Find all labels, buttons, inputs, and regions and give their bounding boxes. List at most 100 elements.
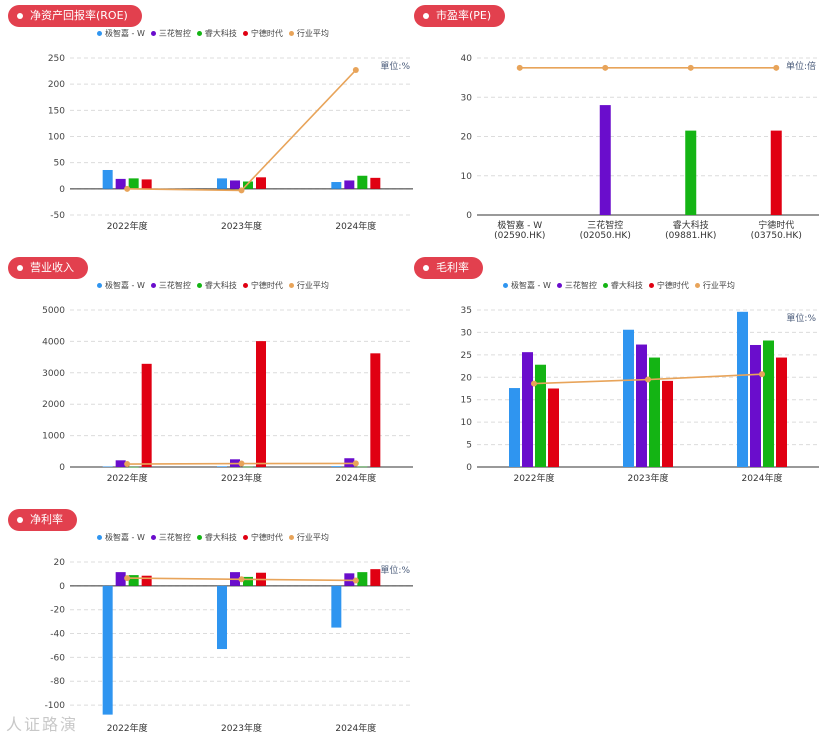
y-tick-label: 20 <box>461 373 473 383</box>
industry-average-point <box>238 187 245 194</box>
watermark: 人证路演 <box>6 715 79 734</box>
y-tick-label: 10 <box>461 172 473 182</box>
y-tick-label: 150 <box>48 106 65 116</box>
industry-average-point <box>124 461 131 468</box>
x-tick-label: 2023年度 <box>221 472 262 484</box>
bar <box>548 388 559 467</box>
industry-average-point <box>645 376 651 383</box>
industry-average-point <box>516 64 523 71</box>
legend-item[interactable]: 三花智控 <box>150 28 191 39</box>
legend-item[interactable]: 三花智控 <box>150 532 191 543</box>
legend-item[interactable]: 睿大科技 <box>196 28 237 39</box>
bar <box>331 585 342 628</box>
legend-item[interactable]: 三花智控 <box>150 280 191 291</box>
legend-item[interactable]: 行业平均 <box>288 28 329 39</box>
bar <box>141 179 152 189</box>
industry-average-point <box>531 380 537 387</box>
bar <box>599 105 611 215</box>
y-tick-label: 5 <box>466 441 472 451</box>
legend-dot-icon <box>288 535 294 540</box>
legend-item[interactable]: 行业平均 <box>288 532 329 543</box>
net-margin-chart: -100 -80 -60 -40 -20 0 20 單位:% 2022年度 2023年度 2024年… <box>45 558 413 734</box>
industry-average-point <box>124 185 131 192</box>
x-tick-label: 2023年度 <box>221 220 262 232</box>
legend-dot-icon <box>288 31 294 36</box>
legend-dot-icon <box>602 283 608 288</box>
bar <box>331 182 342 189</box>
legend-item[interactable]: 睿大科技 <box>196 532 237 543</box>
y-tick-label: -40 <box>50 630 65 640</box>
legend-item[interactable]: 宁德时代 <box>242 532 283 543</box>
industry-average-point <box>602 64 609 71</box>
bar <box>141 575 152 586</box>
legend-item[interactable]: 宁德时代 <box>242 28 283 39</box>
legend-item[interactable]: 极智嘉 - W <box>97 532 145 543</box>
unit-label: 單位:% <box>380 60 410 72</box>
legend-item[interactable]: 睿大科技 <box>602 280 643 291</box>
legend-dot-icon <box>242 31 248 36</box>
legend-dot-icon <box>503 283 508 288</box>
bar <box>370 177 381 189</box>
y-tick-label: 5000 <box>42 306 65 316</box>
bar <box>357 466 368 468</box>
bar <box>623 329 634 467</box>
bar <box>509 388 520 467</box>
net-margin-title-tag: 净利率 <box>8 509 77 531</box>
y-tick-label: 100 <box>48 133 65 143</box>
y-tick-label: 25 <box>461 351 472 361</box>
revenue-chart: 0 1000 2000 3000 4000 5000 2022年度 2023年度 2024年度 <box>42 306 413 484</box>
legend-dot-icon <box>150 535 156 540</box>
legend-dot-icon <box>694 283 700 288</box>
y-tick-label: 0 <box>59 582 65 592</box>
bar <box>243 181 253 189</box>
bar <box>217 466 227 467</box>
bar <box>102 585 113 715</box>
x-tick-label: 2022年度 <box>514 472 555 484</box>
industry-average-point <box>352 67 359 74</box>
bar <box>217 585 227 650</box>
y-tick-label: 250 <box>48 54 65 64</box>
x-tick-label: 2022年度 <box>107 472 148 484</box>
y-tick-label: -60 <box>50 653 65 663</box>
bar <box>344 573 355 586</box>
x-tick-label: 宁德时代 <box>758 219 794 231</box>
x-tick-label: 2022年度 <box>107 220 148 232</box>
bar <box>102 169 113 189</box>
x-tick-label: 2024年度 <box>335 722 376 734</box>
bar <box>344 180 355 189</box>
industry-average-point <box>759 371 765 378</box>
bar <box>243 466 253 468</box>
legend-dot-icon <box>196 283 202 288</box>
y-tick-label: 2000 <box>42 400 65 410</box>
legend-item[interactable]: 行业平均 <box>694 280 735 291</box>
legend-item[interactable]: 三花智控 <box>556 280 597 291</box>
bar <box>535 364 546 467</box>
pe-chart: 0 10 20 30 40 极智嘉 - W(02590.HK) 三花智控(02050.HK)… <box>461 54 819 241</box>
gross-margin-legend: 极智嘉 - W 三花智控 睿大科技 宁德时代 行业平均 <box>503 280 735 291</box>
legend-item[interactable]: 行业平均 <box>288 280 329 291</box>
bar <box>230 180 240 189</box>
bar <box>141 363 152 467</box>
industry-average-point <box>687 64 694 71</box>
x-tick-label: 极智嘉 - W <box>497 219 542 231</box>
legend-item[interactable]: 极智嘉 - W <box>503 280 551 291</box>
industry-average-point <box>124 575 131 582</box>
legend-item[interactable]: 宁德时代 <box>242 280 283 291</box>
gross-margin-title-tag: 毛利率 <box>414 257 483 279</box>
bar <box>357 572 368 586</box>
pe-title-tag: 市盈率(PE) <box>414 5 506 27</box>
industry-average-point <box>238 460 245 467</box>
bar <box>636 344 647 467</box>
bar <box>776 357 787 467</box>
legend-dot-icon <box>150 31 156 36</box>
legend-item[interactable]: 极智嘉 - W <box>97 280 145 291</box>
roe-legend: 极智嘉 - W 三花智控 睿大科技 宁德时代 行业平均 <box>97 28 329 39</box>
legend-item[interactable]: 极智嘉 - W <box>97 28 145 39</box>
y-tick-label: 35 <box>461 306 472 316</box>
y-tick-label: 10 <box>461 418 473 428</box>
x-tick-label: 2024年度 <box>335 220 376 232</box>
legend-item[interactable]: 睿大科技 <box>196 280 237 291</box>
bar <box>256 341 266 467</box>
legend-item[interactable]: 宁德时代 <box>648 280 689 291</box>
y-tick-label: 40 <box>461 54 473 64</box>
